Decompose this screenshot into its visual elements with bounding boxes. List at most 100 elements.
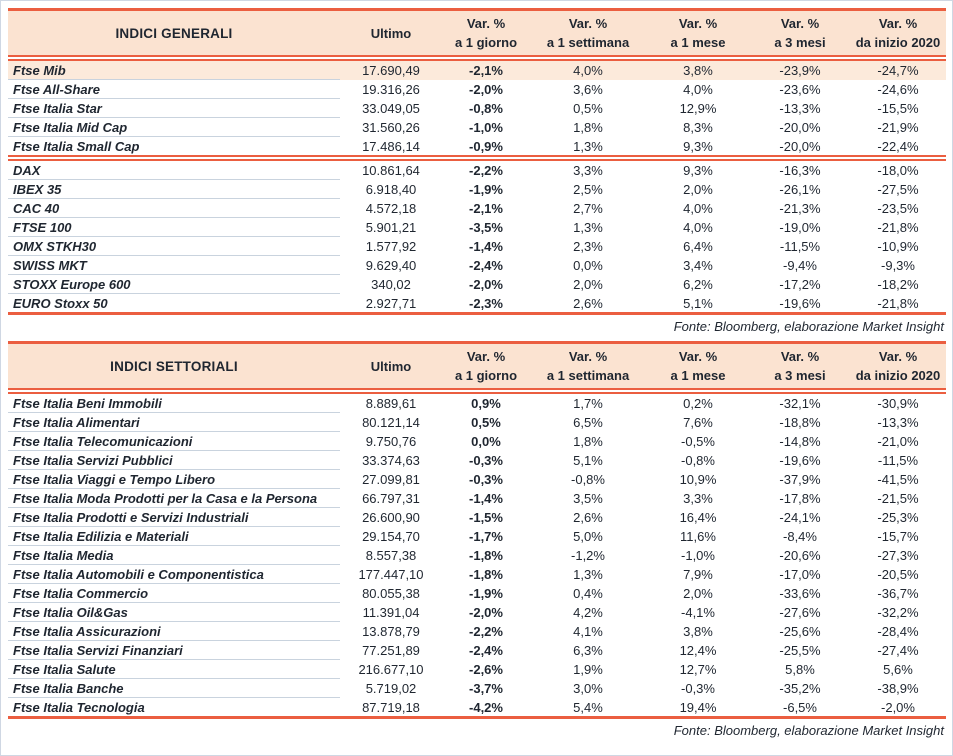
value-cell: 5,1% [683, 295, 713, 311]
index-name: Ftse Italia Viaggi e Tempo Libero [8, 470, 340, 489]
value-cell: 5,1% [573, 453, 603, 468]
value-cell: 2,0% [683, 182, 713, 197]
value-cell: -23,5% [877, 201, 919, 216]
header-divider [8, 57, 946, 61]
value-cell: 17.690,49 [340, 61, 442, 80]
value-cell: 9.750,76 [365, 434, 417, 449]
value-cell: 4,0% [683, 201, 713, 216]
source-note: Fonte: Bloomberg, elaborazione Market In… [673, 319, 944, 334]
value-cell: -1,9% [469, 182, 503, 197]
value-cell: -6,5% [783, 699, 817, 715]
value-cell: 5,0% [573, 529, 603, 544]
value-cell: -19,0% [779, 220, 821, 235]
value-cell: 12,9% [679, 101, 717, 116]
value-cell: -20,6% [779, 548, 821, 563]
value-cell: -25,3% [877, 510, 919, 525]
table-row: CAC 40 4.572,18 -2,1% 2,7% 4,0% -21,3% -23,5% [8, 199, 946, 218]
table-row: Ftse Italia Prodotti e Servizi Industria… [8, 508, 946, 527]
value-cell: -2,0% [881, 699, 915, 715]
value-cell: -0,5% [681, 434, 715, 449]
table-title: INDICI GENERALI [8, 11, 340, 57]
value-cell: 27.099,81 [362, 472, 420, 487]
value-cell: 0,5% [573, 101, 603, 116]
index-name: FTSE 100 [8, 218, 340, 237]
table-row: Ftse Italia Viaggi e Tempo Libero 27.099,… [8, 470, 946, 489]
value-cell: -4,2% [469, 699, 503, 715]
value-cell: 7,6% [683, 415, 713, 430]
column-header-var-1-settimana: Var. % a 1 settimana [530, 11, 646, 57]
value-cell: -11,5% [779, 239, 821, 254]
header-divider [8, 390, 946, 394]
value-cell: -13,3% [779, 101, 821, 116]
column-header-var-inizio-2020: Var. % da inizio 2020 [850, 344, 946, 390]
value-cell: -22,4% [877, 138, 919, 154]
table-row: Ftse Italia Automobili e Componentistica… [8, 565, 946, 584]
value-cell: 26.600,90 [362, 510, 420, 525]
value-cell: -33,6% [779, 586, 821, 601]
table-row: Ftse Italia Servizi Finanziari 77.251,89 -… [8, 641, 946, 660]
column-header-ultimo: Ultimo [340, 11, 442, 57]
value-cell: 2,3% [573, 239, 603, 254]
value-cell: -20,0% [779, 138, 821, 154]
table-row: FTSE 100 5.901,21 -3,5% 1,3% 4,0% -19,0% -21,8… [8, 218, 946, 237]
value-cell: -1,2% [571, 548, 605, 563]
value-cell: -17,0% [779, 567, 821, 582]
value-cell: -25,6% [779, 624, 821, 639]
value-cell: -21,9% [877, 120, 919, 135]
value-cell: 1,8% [573, 120, 603, 135]
value-cell: -0,3% [469, 453, 503, 468]
value-cell: 2,6% [573, 510, 603, 525]
value-cell: 5.719,02 [365, 681, 417, 696]
value-cell: 2,5% [573, 182, 603, 197]
value-cell: 77.251,89 [362, 643, 420, 658]
value-cell: 66.797,31 [362, 491, 420, 506]
index-name: Ftse Italia Prodotti e Servizi Industria… [8, 508, 340, 527]
value-cell: 5,6% [883, 662, 913, 677]
index-name: Ftse Italia Commercio [8, 584, 340, 603]
column-header-var-3-mesi: Var. % a 3 mesi [750, 11, 850, 57]
value-cell: -17,8% [779, 491, 821, 506]
value-cell: 4,0% [683, 220, 713, 235]
index-name: Ftse Italia Banche [8, 679, 340, 698]
value-cell: 33.374,63 [362, 453, 420, 468]
value-cell: -21,8% [877, 295, 919, 311]
value-cell: -15,5% [877, 101, 919, 116]
value-cell: -0,8% [571, 472, 605, 487]
value-cell: -37,9% [779, 472, 821, 487]
value-cell: -1,7% [469, 529, 503, 544]
value-cell: -0,3% [469, 472, 503, 487]
value-cell: -27,3% [877, 548, 919, 563]
value-cell: -20,0% [779, 120, 821, 135]
value-cell: -2,6% [469, 662, 503, 677]
value-cell: -0,8% [469, 101, 503, 116]
value-cell: -2,1% [442, 61, 530, 80]
value-cell: 2.927,71 [365, 295, 417, 311]
value-cell: 8.557,38 [365, 548, 417, 563]
column-header-var-1-giorno: Var. % a 1 giorno [442, 11, 530, 57]
value-cell: 10,9% [679, 472, 717, 487]
value-cell: 87.719,18 [362, 699, 420, 715]
value-cell: -2,2% [469, 624, 503, 639]
value-cell: 2,7% [573, 201, 603, 216]
value-cell: -28,4% [877, 624, 919, 639]
column-header-var-1-mese: Var. % a 1 mese [646, 344, 750, 390]
value-cell: -2,4% [469, 643, 503, 658]
value-cell: -24,6% [877, 82, 919, 97]
value-cell: -27,5% [877, 182, 919, 197]
value-cell: 9.629,40 [365, 258, 417, 273]
value-cell: 5.901,21 [365, 220, 417, 235]
value-cell: 3,6% [573, 82, 603, 97]
indici-settoriali-table: INDICI SETTORIALI Ultimo Var. % a 1 gior… [8, 341, 946, 719]
value-cell: 0,2% [683, 396, 713, 411]
index-name: IBEX 35 [8, 180, 340, 199]
value-cell: 31.560,26 [362, 120, 420, 135]
value-cell: -4,1% [681, 605, 715, 620]
value-cell: -35,2% [779, 681, 821, 696]
table-row: STOXX Europe 600 340,02 -2,0% 2,0% 6,2% -17,2… [8, 275, 946, 294]
value-cell: -2,4% [469, 258, 503, 273]
value-cell: 5,4% [573, 699, 603, 715]
value-cell: 3,8% [646, 61, 750, 80]
value-cell: -21,3% [779, 201, 821, 216]
value-cell: -17,2% [779, 277, 821, 292]
